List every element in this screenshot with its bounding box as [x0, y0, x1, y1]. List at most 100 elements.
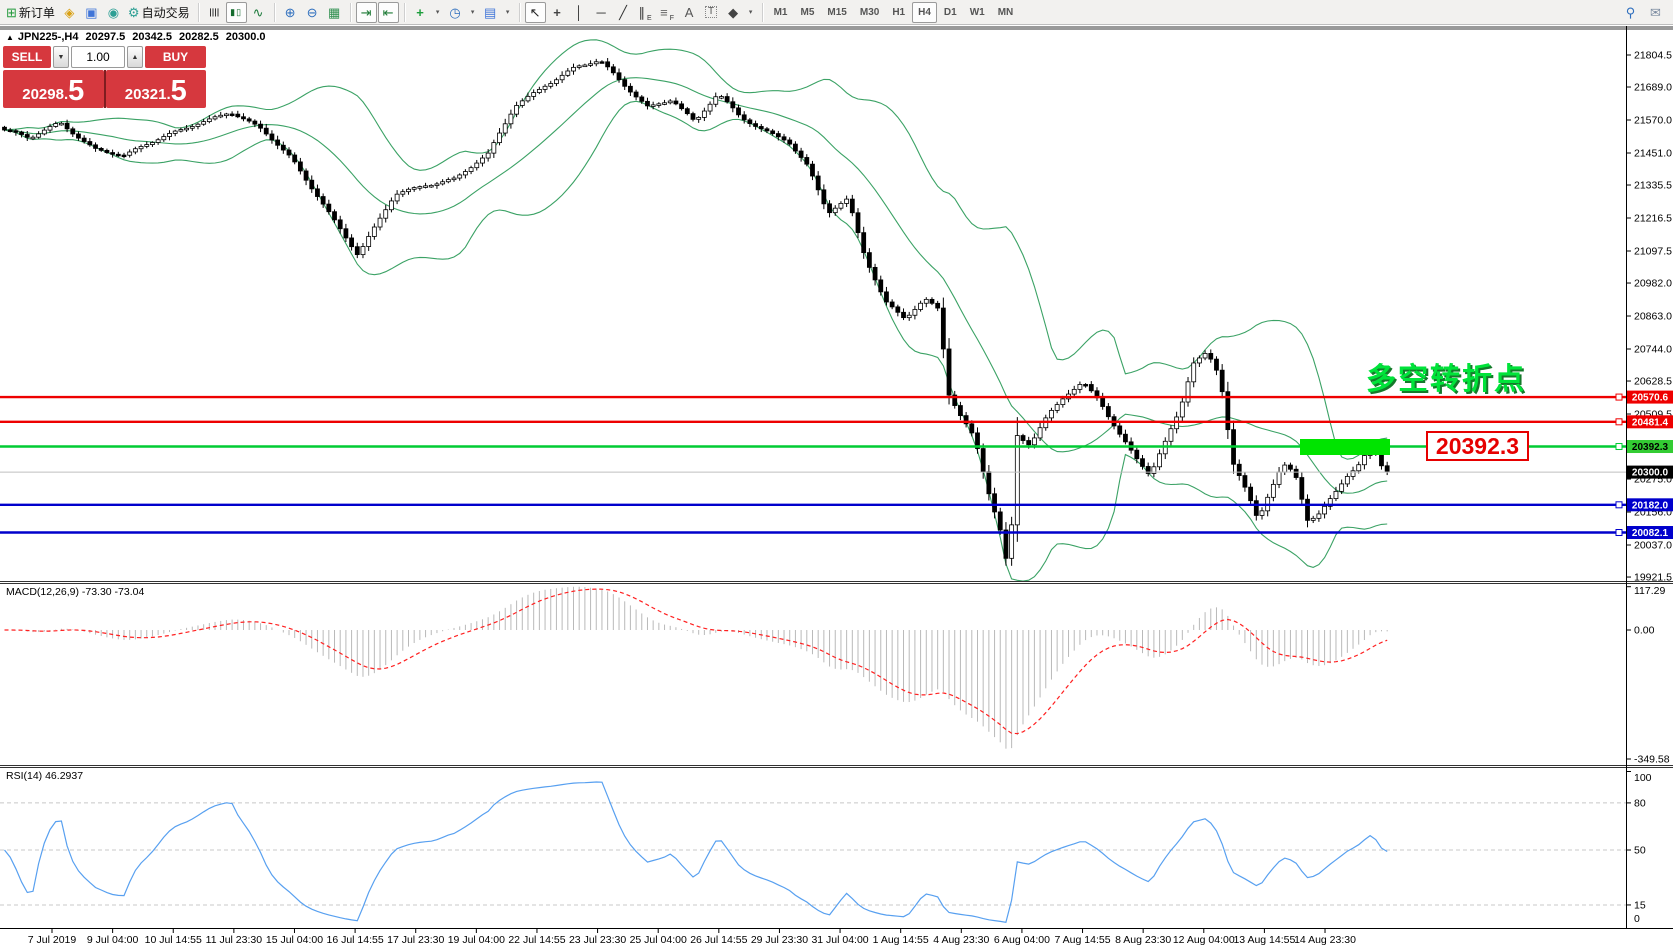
- text-button[interactable]: A: [679, 2, 700, 23]
- volume-decrease-button[interactable]: ▼: [53, 46, 69, 68]
- date-label: 26 Jul 14:55: [690, 934, 747, 946]
- charts-group-button[interactable]: ◈: [59, 2, 80, 23]
- buy-price[interactable]: 20321. 5: [105, 70, 206, 108]
- chat-icon: ✉: [1650, 4, 1661, 20]
- indicators-button-dropdown[interactable]: ▾: [432, 2, 444, 23]
- toolbar-separator: [403, 2, 405, 22]
- line-handle[interactable]: [1615, 529, 1623, 537]
- date-label: 25 Jul 04:00: [630, 934, 687, 946]
- charts-icon: ◈: [64, 4, 75, 20]
- chat-button[interactable]: ✉: [1645, 2, 1666, 23]
- timeframe-h4[interactable]: H4: [912, 1, 937, 23]
- bar-chart-button[interactable]: ≣: [204, 2, 225, 23]
- new-order-button[interactable]: ⊞ 新订单: [3, 2, 58, 23]
- rsi-line: [4, 781, 1388, 923]
- tile-windows-button[interactable]: ▦: [324, 2, 345, 23]
- market-watch-button[interactable]: ◉: [103, 2, 124, 23]
- highlight-rectangle[interactable]: [1300, 439, 1390, 455]
- macd-pane: [4, 586, 1388, 749]
- text-label-icon: T: [705, 6, 718, 18]
- line-handle[interactable]: [1615, 393, 1623, 401]
- horizontal-line-button[interactable]: ─: [591, 2, 612, 23]
- timeframe-mn[interactable]: MN: [992, 2, 1020, 23]
- collapse-icon[interactable]: ▲: [6, 33, 14, 42]
- search-button[interactable]: ⚲: [1620, 2, 1641, 23]
- fibonacci-button[interactable]: ≡ F: [657, 2, 678, 23]
- price-badge: [1627, 440, 1673, 454]
- line-handle[interactable]: [1615, 418, 1623, 426]
- arrows-button[interactable]: ◆: [723, 2, 744, 23]
- templates-button-dropdown[interactable]: ▾: [502, 2, 514, 23]
- cursor-button[interactable]: ↖: [524, 1, 546, 23]
- sell-price-main: 20298: [22, 85, 64, 103]
- vertical-line-button[interactable]: │: [569, 2, 590, 23]
- profiles-icon: ▣: [85, 4, 98, 20]
- volume-input[interactable]: [71, 46, 125, 68]
- date-label: 29 Jul 23:30: [751, 934, 808, 946]
- timeframe-m30[interactable]: M30: [854, 2, 885, 23]
- cursor-icon: ↖: [529, 4, 541, 20]
- toolbar-separator: [518, 2, 520, 22]
- text-icon: A: [684, 4, 694, 20]
- timeframe-h1[interactable]: H1: [886, 2, 911, 23]
- ohlc-high: 20342.5: [132, 31, 172, 43]
- bar-chart-icon: ≣: [206, 6, 222, 18]
- auto-trading-button[interactable]: ⚙ 自动交易: [125, 2, 193, 23]
- rsi-tick-label: 50: [1634, 845, 1646, 857]
- price-callout-box[interactable]: 20392.3: [1426, 431, 1529, 461]
- fibonacci-icon: ≡: [660, 4, 668, 20]
- buy-price-main: 20321: [124, 85, 167, 103]
- timeframe-m1[interactable]: M1: [768, 2, 794, 23]
- timeframe-d1[interactable]: D1: [938, 2, 963, 23]
- date-label: 7 Jul 2019: [28, 934, 77, 946]
- channel-button[interactable]: ∥ E: [635, 2, 656, 23]
- sell-button[interactable]: SELL: [3, 46, 51, 68]
- arrows-button-dropdown[interactable]: ▾: [745, 2, 757, 23]
- auto-scroll-button[interactable]: ⇥: [355, 1, 377, 23]
- line-chart-button[interactable]: ∿: [248, 2, 269, 23]
- text-label-button[interactable]: T: [701, 2, 722, 23]
- price-tick-label: 21689.0: [1634, 82, 1672, 94]
- price-badge-label: 20481.4: [1632, 417, 1669, 428]
- price-tick-label: 21097.5: [1634, 246, 1672, 258]
- line-handle[interactable]: [1615, 501, 1623, 509]
- periods-button-dropdown[interactable]: ▾: [467, 2, 479, 23]
- sell-price[interactable]: 20298. 5: [3, 70, 104, 108]
- zoom-out-button[interactable]: ⊖: [302, 2, 323, 23]
- crosshair-icon: +: [553, 4, 561, 20]
- rsi-tick-label: 80: [1634, 797, 1646, 809]
- zoom-in-button[interactable]: ⊕: [280, 2, 301, 23]
- candlestick-chart-button[interactable]: ▮▯: [225, 1, 247, 23]
- chart-shift-button[interactable]: ⇤: [377, 1, 399, 23]
- auto-trading-icon: ⚙: [127, 4, 140, 20]
- price-tick-label: 21216.5: [1634, 213, 1672, 225]
- price-badge-label: 20082.1: [1632, 528, 1669, 539]
- price-tick-label: 20982.0: [1634, 278, 1672, 290]
- ohlc-open: 20297.5: [85, 31, 126, 43]
- price-badge: [1627, 390, 1673, 404]
- periods-button[interactable]: ◷: [445, 2, 466, 23]
- trendline-icon: ╱: [619, 4, 627, 20]
- date-label: 7 Aug 14:55: [1055, 934, 1111, 946]
- date-label: 22 Jul 14:55: [508, 934, 565, 946]
- indicators-button[interactable]: +: [410, 2, 431, 23]
- buy-button[interactable]: BUY: [145, 46, 206, 68]
- line-handle[interactable]: [1615, 443, 1623, 451]
- rsi-tick-label: 0: [1634, 913, 1640, 925]
- annotation-text[interactable]: 多空转折点: [1366, 363, 1526, 396]
- crosshair-button[interactable]: +: [547, 2, 568, 23]
- price-badge-label: 20570.6: [1632, 393, 1669, 404]
- volume-increase-button[interactable]: ▲: [127, 46, 143, 68]
- timeframe-m5[interactable]: M5: [795, 2, 821, 23]
- one-click-trading-panel: SELL ▼ ▲ BUY 20298.5 20321.5: [3, 46, 206, 108]
- timeframe-w1[interactable]: W1: [964, 2, 991, 23]
- templates-button[interactable]: ▤: [480, 2, 501, 23]
- channel-icon-sub: E: [647, 14, 652, 22]
- timeframe-m15[interactable]: M15: [821, 2, 852, 23]
- price-tick-label: 19921.5: [1634, 572, 1672, 584]
- trendline-button[interactable]: ╱: [613, 2, 634, 23]
- macd-tick-label: 117.29: [1634, 585, 1665, 597]
- profiles-button[interactable]: ▣: [81, 2, 102, 23]
